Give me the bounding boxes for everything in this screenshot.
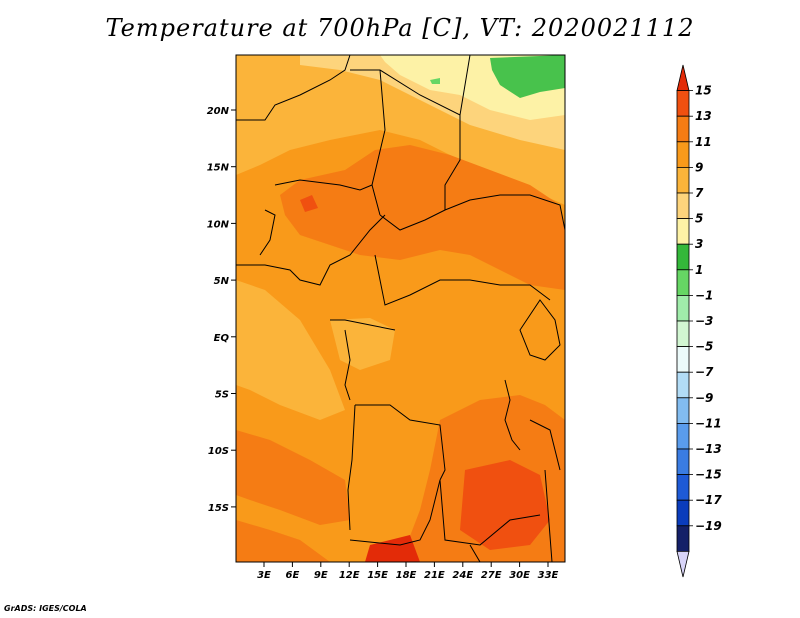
temperature-field xyxy=(236,55,565,562)
colorbar-swatch xyxy=(676,192,690,220)
lat-tick-label: 10S xyxy=(208,446,229,457)
lat-tick-label: 15S xyxy=(208,503,229,514)
lat-tick-label: 15N xyxy=(207,163,230,174)
colorbar-label: −19 xyxy=(695,519,722,533)
latitude-axis: 20N 15N 10N 5N EQ 5S 10S 15S xyxy=(207,106,236,514)
contour-13-north xyxy=(300,195,318,212)
colorbar-swatch xyxy=(676,115,690,143)
colorbar-label: 15 xyxy=(695,84,712,98)
colorbar-swatch xyxy=(676,243,690,271)
chart-title: Temperature at 700hPa [C], VT: 202002111… xyxy=(105,14,695,42)
contour-11-ocean2 xyxy=(236,520,330,562)
colorbar-bottom-arrow xyxy=(676,551,690,578)
lon-tick-label: 24E xyxy=(452,570,473,581)
colorbar-label: 1 xyxy=(695,263,703,277)
lat-tick-label: EQ xyxy=(214,333,230,344)
lon-tick-label: 6E xyxy=(286,570,300,581)
contour-13-southeast xyxy=(460,460,550,550)
colorbar-swatch xyxy=(676,525,690,552)
colorbar-label: −17 xyxy=(695,493,722,507)
lat-tick-label: 10N xyxy=(207,219,230,230)
colorbar-swatch xyxy=(676,320,690,348)
contour-1 xyxy=(490,55,565,98)
lon-tick-label: 33E xyxy=(538,570,559,581)
lat-tick-label: 5S xyxy=(215,390,229,401)
colorbar-label: −9 xyxy=(695,391,713,405)
lon-tick-label: 3E xyxy=(257,570,271,581)
lon-tick-label: 9E xyxy=(314,570,328,581)
colorbar-label: −1 xyxy=(695,288,713,302)
colorbar-label: −5 xyxy=(695,340,713,354)
colorbar-label: 11 xyxy=(695,135,712,149)
colorbar: 15 13 11 9 7 5 3 1 −1 −3 −5 −7 −9 −11 −13 −15 −17 −19 xyxy=(676,64,722,578)
colorbar-swatch xyxy=(676,397,690,424)
colorbar-swatch xyxy=(676,294,690,322)
lat-tick-label: 5N xyxy=(214,276,230,287)
colorbar-label: −3 xyxy=(695,314,713,328)
contour-13-south xyxy=(365,535,420,562)
contour-7-ocean xyxy=(236,280,345,420)
colorbar-label: 5 xyxy=(695,212,703,226)
grads-credit: GrADS: IGES/COLA xyxy=(4,604,87,613)
lon-tick-label: 18E xyxy=(396,570,417,581)
lon-tick-label: 27E xyxy=(481,570,502,581)
map-frame xyxy=(235,54,566,563)
colorbar-swatch xyxy=(676,269,690,296)
colorbar-swatch xyxy=(676,499,690,527)
lon-tick-label: 21E xyxy=(424,570,445,581)
colorbar-swatch xyxy=(676,218,690,245)
colorbar-label: −15 xyxy=(695,468,722,482)
longitude-axis: 3E 6E 9E 12E 15E 18E 21E 24E 27E 30E 33E xyxy=(257,562,559,581)
colorbar-label: 13 xyxy=(695,109,712,123)
colorbar-swatch xyxy=(676,448,690,476)
contour-11-ocean xyxy=(236,430,350,525)
lon-tick-label: 15E xyxy=(367,570,388,581)
country-borders xyxy=(236,55,565,562)
colorbar-label: 7 xyxy=(695,186,704,200)
colorbar-swatch xyxy=(676,474,690,501)
colorbar-swatch xyxy=(676,422,690,450)
colorbar-top-arrow xyxy=(676,64,690,91)
colorbar-swatch xyxy=(676,371,690,399)
contour-7-congo xyxy=(330,318,395,370)
lon-tick-label: 30E xyxy=(509,570,530,581)
lat-tick-label: 20N xyxy=(207,106,230,117)
contour-11-north xyxy=(280,145,565,290)
colorbar-swatch xyxy=(676,141,690,168)
colorbar-swatch xyxy=(676,346,690,373)
colorbar-label: 9 xyxy=(695,160,703,174)
colorbar-label: −11 xyxy=(695,416,722,430)
colorbar-label: −7 xyxy=(695,365,714,379)
colorbar-swatch xyxy=(676,166,690,194)
colorbar-label: −13 xyxy=(695,442,722,456)
contour-1b xyxy=(430,78,440,84)
colorbar-swatch xyxy=(676,90,690,117)
lon-tick-label: 12E xyxy=(339,570,360,581)
colorbar-label: 3 xyxy=(695,237,703,251)
